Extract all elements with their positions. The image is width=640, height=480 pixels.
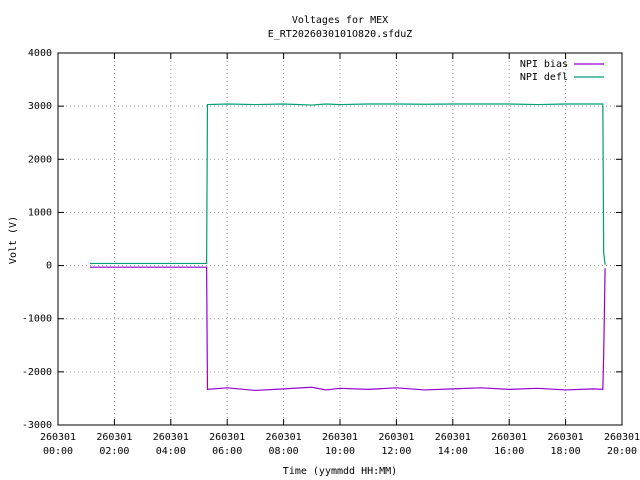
x-tick-label: 260301 16:00 [491, 432, 528, 457]
x-tick-label: 260301 18:00 [547, 432, 584, 457]
legend-label: NPI bias [520, 59, 568, 70]
y-tick-label: 2000 [28, 154, 52, 165]
x-axis-label: Time (yymmdd HH:MM) [283, 466, 397, 477]
x-tick-label: 260301 12:00 [378, 432, 415, 457]
y-tick-label: 0 [46, 261, 52, 272]
series-line [89, 266, 606, 392]
x-tick-label: 260301 02:00 [96, 432, 133, 457]
x-tick-label: 260301 00:00 [39, 432, 77, 457]
y-tick-label: -3000 [22, 420, 52, 431]
x-tick-label: 260301 08:00 [265, 432, 302, 457]
legend-label: NPI defl [520, 72, 568, 83]
chart-subtitle: E_RT2026030101O820.sfduZ [268, 29, 413, 40]
plot-border [57, 52, 623, 426]
y-tick-label: 1000 [28, 207, 52, 218]
chart-title: Voltages for MEX [292, 15, 388, 26]
y-tick-label: -1000 [22, 314, 52, 325]
x-tick-label: 260301 20:00 [603, 432, 640, 457]
series-line [89, 103, 606, 265]
x-tick-label: 260301 10:00 [321, 432, 359, 457]
y-tick-label: 4000 [28, 48, 52, 59]
y-axis-label: Volt (V) [8, 216, 19, 264]
x-tick-label: 260301 14:00 [434, 432, 471, 457]
y-tick-label: 3000 [28, 101, 52, 112]
x-tick-label: 260301 04:00 [152, 432, 189, 457]
x-tick-label: 260301 06:00 [209, 432, 246, 457]
y-tick-label: -2000 [22, 367, 52, 378]
